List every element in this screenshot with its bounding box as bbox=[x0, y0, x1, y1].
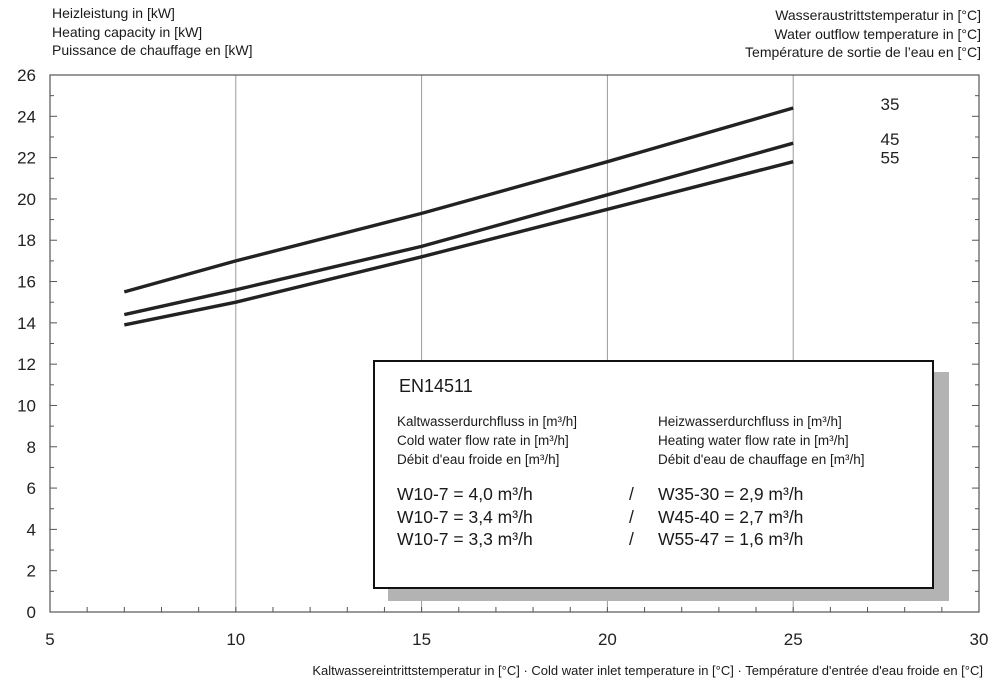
cold-water-flow-header-fr: Débit d'eau froide en [m³/h] bbox=[397, 452, 560, 467]
y-tick-label: 18 bbox=[17, 231, 36, 250]
cold-water-flow-header-en: Cold water flow rate in [m³/h] bbox=[397, 433, 569, 448]
y-tick-label: 10 bbox=[17, 396, 36, 415]
cold-flow-value: W10-7 = 4,0 m³/h bbox=[397, 484, 533, 504]
heating-flow-value: W45-40 = 2,7 m³/h bbox=[658, 506, 804, 527]
series-line-55 bbox=[123, 160, 794, 327]
series-legend-title-fr: Température de sortie de l’eau en [°C] bbox=[745, 44, 981, 60]
series-label-35: 35 bbox=[881, 95, 900, 114]
heating-water-flow-header-fr: Débit d'eau de chauffage en [m³/h] bbox=[658, 452, 865, 467]
y-tick-label: 26 bbox=[17, 66, 36, 85]
x-tick-label: 20 bbox=[598, 630, 617, 649]
series-line-35 bbox=[123, 106, 794, 294]
y-tick-label: 4 bbox=[27, 520, 36, 539]
row-separator: / bbox=[629, 529, 634, 549]
legend-box-title: EN14511 bbox=[399, 376, 473, 396]
series-line-45 bbox=[123, 141, 794, 317]
y-tick-label: 6 bbox=[27, 479, 36, 498]
y-tick-label: 12 bbox=[17, 355, 36, 374]
cold-flow-value: W10-7 = 3,4 m³/h bbox=[397, 506, 533, 527]
y-axis-title-de: Heizleistung in [kW] bbox=[52, 5, 175, 21]
y-tick-label: 22 bbox=[17, 149, 36, 168]
x-tick-label: 15 bbox=[412, 630, 431, 649]
x-tick-label: 25 bbox=[784, 630, 803, 649]
y-tick-label: 14 bbox=[17, 314, 36, 333]
y-axis-title-en: Heating capacity in [kW] bbox=[52, 23, 203, 40]
y-tick-label: 8 bbox=[27, 438, 36, 457]
x-tick-label: 10 bbox=[226, 630, 245, 649]
series-label-55: 55 bbox=[881, 149, 900, 168]
y-tick-label: 24 bbox=[17, 107, 36, 126]
series-legend-title: Wasseraustrittstemperatur in [°C] Water … bbox=[745, 6, 981, 62]
series-legend-title-en: Water outflow temperature in [°C] bbox=[774, 25, 981, 42]
heating-water-flow-header: Heizwasserdurchfluss in [m³/h] Heating w… bbox=[658, 412, 864, 469]
cold-water-flow-header: Kaltwasserdurchfluss in [m³/h] Cold wate… bbox=[397, 412, 577, 469]
x-axis-title: Kaltwassereintrittstemperatur in [°C] · … bbox=[312, 663, 983, 678]
heating-flow-value: W55-47 = 1,6 m³/h bbox=[658, 529, 804, 549]
y-tick-label: 16 bbox=[17, 273, 36, 292]
row-separator: / bbox=[629, 506, 634, 527]
x-tick-label: 5 bbox=[45, 630, 54, 649]
series-label-45: 45 bbox=[881, 130, 900, 149]
series-legend-title-de: Wasseraustrittstemperatur in [°C] bbox=[775, 7, 981, 23]
y-tick-label: 2 bbox=[27, 562, 36, 581]
row-separator: / bbox=[629, 484, 634, 504]
heating-water-flow-header-en: Heating water flow rate in [m³/h] bbox=[658, 433, 849, 448]
heating-flow-value: W35-30 = 2,9 m³/h bbox=[658, 484, 804, 504]
flow-rate-legend-box: EN14511 Kaltwasserdurchfluss in [m³/h] C… bbox=[373, 360, 934, 589]
heating-water-flow-header-de: Heizwasserdurchfluss in [m³/h] bbox=[658, 414, 842, 429]
cold-flow-value: W10-7 = 3,3 m³/h bbox=[397, 529, 533, 549]
y-axis-title-fr: Puissance de chauffage en [kW] bbox=[52, 42, 253, 58]
cold-water-flow-header-de: Kaltwasserdurchfluss in [m³/h] bbox=[397, 414, 578, 429]
y-axis-title: Heizleistung in [kW] Heating capacity in… bbox=[52, 4, 253, 60]
x-tick-label: 30 bbox=[970, 630, 989, 649]
y-tick-label: 0 bbox=[27, 603, 36, 622]
y-tick-label: 20 bbox=[17, 190, 36, 209]
